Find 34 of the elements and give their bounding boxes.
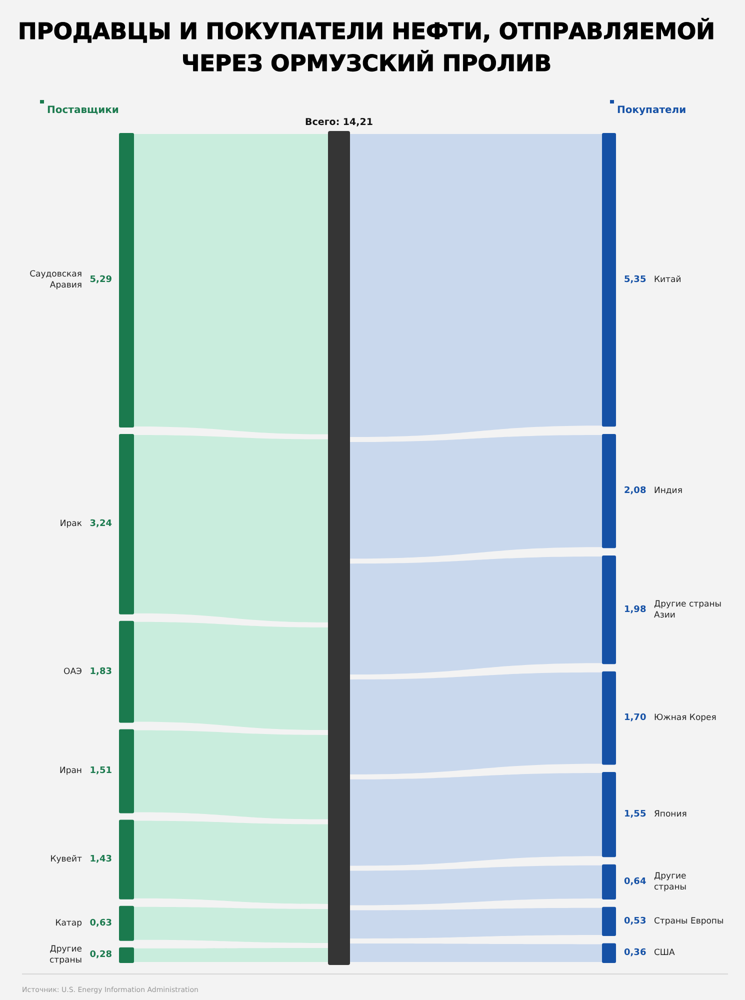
- data-label: 1,83: [90, 666, 112, 677]
- category-label: Япония: [654, 810, 687, 820]
- data-label: 5,35: [624, 274, 646, 285]
- category-label: Китай: [654, 274, 682, 285]
- text: Всего: 14,21: [305, 117, 373, 128]
- category-label: Катар: [55, 918, 82, 928]
- category-label: Кувейт: [50, 854, 82, 865]
- text: ПРОДАВЦЫ И ПОКУПАТЕЛИ НЕФТИ, ОТПРАВЛЯЕМОЙ ЧЕРЕЗ ОРМУЗСКИЙ ПРОЛИВ: [18, 18, 715, 77]
- data-label: 1,55: [624, 810, 646, 820]
- legend-label: Поставщики: [47, 105, 119, 116]
- category-label: Другие страны: [50, 944, 82, 966]
- data-label: 5,29: [90, 275, 112, 286]
- data-label: 1,70: [624, 713, 646, 724]
- category-label: Южная Корея: [654, 713, 716, 724]
- data-label: 2,08: [624, 486, 646, 496]
- category-label: Другие страны: [654, 871, 686, 892]
- data-label: 1,51: [90, 766, 112, 776]
- data-label: 1,98: [624, 604, 646, 615]
- data-label: 1,43: [90, 854, 112, 865]
- category-label: Другие страны Азии: [654, 599, 722, 620]
- category-label: Страны Европы: [654, 916, 724, 926]
- category-label: Саудовская Аравия: [30, 270, 82, 291]
- category-label: ОАЭ: [64, 666, 82, 677]
- legend-label: Покупатели: [617, 105, 686, 116]
- category-label: Ирак: [60, 519, 82, 530]
- data-label: 0,28: [90, 950, 112, 960]
- data-label: 0,53: [624, 916, 646, 926]
- data-label: 0,63: [90, 918, 112, 928]
- category-label: Индия: [654, 486, 682, 496]
- data-label: 0,36: [624, 948, 646, 958]
- category-label: США: [654, 948, 676, 958]
- category-label: Иран: [59, 766, 82, 776]
- data-label: 3,24: [90, 519, 112, 530]
- data-label: 0,64: [624, 876, 646, 887]
